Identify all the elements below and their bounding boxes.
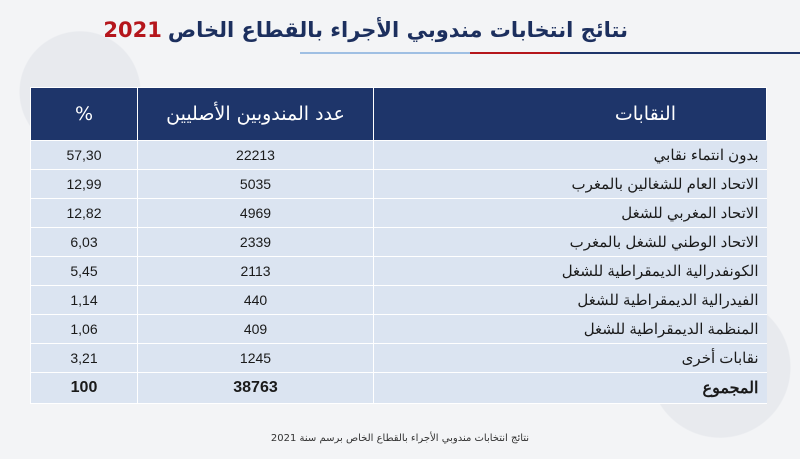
cell-count: 4969	[137, 198, 374, 228]
cell-name: الفيدرالية الديمقراطية للشغل	[373, 285, 767, 315]
table-row: 6,03 2339 الاتحاد الوطني للشغل بالمغرب	[30, 227, 767, 257]
cell-pct: 1,14	[30, 285, 138, 315]
table-row: 12,82 4969 الاتحاد المغربي للشغل	[30, 198, 767, 228]
header-name: النقابات	[373, 87, 767, 141]
table-row: 57,30 22213 بدون انتماء نقابي	[30, 140, 767, 170]
header-count: عدد المندوبين الأصليين	[137, 87, 374, 141]
total-count: 38763	[137, 372, 374, 404]
table-row: 3,21 1245 نقابات أخرى	[30, 343, 767, 373]
underline-red	[470, 52, 560, 54]
footer-caption: نتائج انتخابات مندوبي الأجراء بالقطاع ال…	[270, 433, 530, 444]
results-table: % عدد المندوبين الأصليين النقابات 57,30 …	[30, 87, 767, 404]
cell-pct: 5,45	[30, 256, 138, 286]
table-row: 12,99 5035 الاتحاد العام للشغالين بالمغر…	[30, 169, 767, 199]
cell-pct: 1,06	[30, 314, 138, 344]
total-pct: 100	[30, 372, 138, 404]
total-label: المجموع	[373, 372, 767, 404]
title-underline	[0, 52, 800, 54]
underline-light	[300, 52, 470, 54]
cell-name: المنظمة الديمقراطية للشغل	[373, 314, 767, 344]
cell-count: 409	[137, 314, 374, 344]
cell-count: 2113	[137, 256, 374, 286]
header-pct: %	[30, 87, 138, 141]
cell-count: 440	[137, 285, 374, 315]
underline-blue	[560, 52, 800, 54]
cell-count: 22213	[137, 140, 374, 170]
cell-count: 1245	[137, 343, 374, 373]
cell-name: الاتحاد الوطني للشغل بالمغرب	[373, 227, 767, 257]
title-year: 2021	[103, 18, 162, 42]
cell-pct: 12,82	[30, 198, 138, 228]
page-title: نتائج انتخابات مندوبي الأجراء بالقطاع ال…	[103, 18, 628, 42]
title-text: نتائج انتخابات مندوبي الأجراء بالقطاع ال…	[167, 18, 628, 42]
cell-pct: 57,30	[30, 140, 138, 170]
cell-count: 2339	[137, 227, 374, 257]
cell-name: بدون انتماء نقابي	[373, 140, 767, 170]
cell-name: نقابات أخرى	[373, 343, 767, 373]
table-total-row: 100 38763 المجموع	[30, 372, 767, 404]
cell-name: الاتحاد العام للشغالين بالمغرب	[373, 169, 767, 199]
cell-pct: 6,03	[30, 227, 138, 257]
table-row: 1,14 440 الفيدرالية الديمقراطية للشغل	[30, 285, 767, 315]
cell-count: 5035	[137, 169, 374, 199]
table-row: 5,45 2113 الكونفدرالية الديمقراطية للشغل	[30, 256, 767, 286]
cell-pct: 3,21	[30, 343, 138, 373]
table-row: 1,06 409 المنظمة الديمقراطية للشغل	[30, 314, 767, 344]
cell-pct: 12,99	[30, 169, 138, 199]
table-header-row: % عدد المندوبين الأصليين النقابات	[30, 87, 767, 141]
cell-name: الكونفدرالية الديمقراطية للشغل	[373, 256, 767, 286]
cell-name: الاتحاد المغربي للشغل	[373, 198, 767, 228]
